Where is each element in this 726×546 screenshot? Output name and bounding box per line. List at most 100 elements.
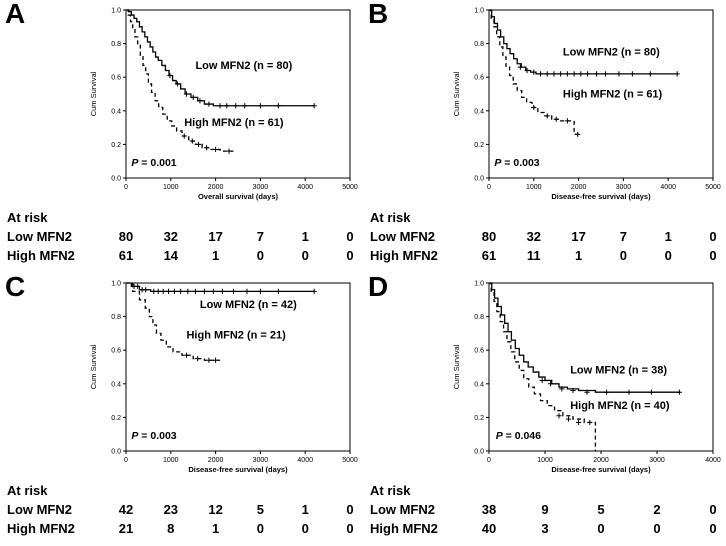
at-risk-count: 61 [481,248,497,263]
censor-mark [551,71,557,77]
censor-mark [167,72,173,79]
censor-mark [539,377,545,384]
panel-letter: B [368,0,389,29]
curve-label: Low MFN2 (n = 80) [563,46,660,58]
series-high-mfn2 [489,282,597,451]
censor-mark [206,357,212,363]
series-high-mfn2 [489,9,581,135]
y-axis-label: Cum Survival [89,71,98,116]
censor-mark [616,71,622,77]
censor-mark [544,71,550,77]
censor-mark [275,103,281,109]
at-risk-row: Low MFN2 38 9 5 2 0 [363,502,726,520]
censor-mark [195,141,202,147]
y-tick-label: 0.4 [111,108,121,115]
censor-mark [544,113,550,119]
plot-frame [125,282,351,452]
at-risk-row: Low MFN2 42 23 12 5 1 0 [0,502,363,520]
at-risk-row-label: Low MFN2 [370,229,435,244]
p-value: P = 0.001 [131,157,176,169]
censor-mark [213,146,219,153]
x-tick-label: 0 [487,184,491,191]
at-risk-count: 0 [653,521,661,536]
curve-label: Low MFN2 (n = 80) [195,60,292,72]
at-risk-count: 5 [597,502,605,517]
y-tick-label: 0.0 [474,449,484,456]
censor-mark [244,288,250,294]
at-risk-count: 61 [118,248,134,263]
censor-mark [143,287,149,293]
x-tick-label: 1000 [163,184,179,191]
censor-mark [189,138,195,144]
censor-mark [197,98,203,104]
series-high-mfn2 [126,282,221,361]
at-risk-row: High MFN2 40 3 0 0 0 [363,521,726,539]
y-axis-label: Cum Survival [89,344,98,389]
at-risk-title: At risk [370,210,411,225]
censor-mark [195,356,201,362]
censor-mark [517,64,523,70]
censor-mark [311,288,317,294]
censor-mark [647,71,653,77]
y-tick-label: 1.0 [111,8,121,15]
censor-mark [201,288,207,294]
y-tick-label: 0.0 [111,449,121,456]
censor-mark [564,71,570,77]
at-risk-count: 7 [256,229,265,244]
km-panel-a: A 0.0 0.2 0.4 0.6 0.8 1.0 0 1000 2000 3000 4000 500… [0,0,363,273]
censor-mark [311,103,317,109]
at-risk-row-label: Low MFN2 [7,229,72,244]
y-tick-label: 0.6 [474,75,484,82]
at-risk-count: 12 [208,502,223,517]
series-low-mfn2 [126,9,315,107]
at-risk-count: 17 [571,229,586,244]
x-tick-label: 0 [487,457,491,464]
p-value: P = 0.003 [494,157,539,169]
at-risk-row: Low MFN2 80 32 17 7 1 0 [0,229,363,247]
censor-mark [648,389,654,395]
x-tick-label: 0 [124,184,128,191]
censor-mark [587,419,593,426]
x-tick-label: 3000 [253,457,269,464]
censor-mark [192,288,199,294]
x-tick-label: 2000 [208,184,224,191]
y-tick-label: 0.8 [474,314,484,321]
y-tick-label: 0.8 [111,314,121,321]
at-risk-count: 17 [208,229,223,244]
at-risk-row-label: High MFN2 [7,248,75,263]
censor-mark [275,288,281,294]
at-risk-row-label: High MFN2 [7,521,75,536]
censor-mark [171,288,177,294]
y-tick-label: 0.8 [474,41,484,48]
censor-mark [564,118,570,124]
censor-mark [676,389,682,395]
censor-mark [233,103,239,109]
series-low-mfn2 [489,282,680,393]
censor-mark [217,103,223,109]
at-risk-count: 1 [301,229,309,244]
censor-mark [593,71,600,77]
km-plot: 0.0 0.2 0.4 0.6 0.8 1.0 0 1000 2000 3000 4000 Disea… [452,281,721,475]
panel-letter: C [5,271,26,302]
at-risk-count: 32 [526,229,542,244]
y-tick-label: 0.6 [111,75,121,82]
at-risk-row-label: High MFN2 [370,248,438,263]
censor-mark [242,103,248,109]
y-tick-label: 0.6 [474,348,484,355]
y-tick-label: 0.2 [474,415,484,422]
curve-label: High MFN2 (n = 21) [186,329,286,341]
censor-mark [183,91,190,97]
at-risk-count: 2 [653,502,661,517]
y-tick-label: 0.2 [111,142,121,149]
x-tick-label: 2000 [593,457,609,464]
censor-mark [230,288,237,294]
censor-mark [183,352,190,358]
at-risk-count: 1 [211,248,220,263]
censor-mark [548,381,554,387]
x-tick-label: 1000 [537,457,553,464]
censor-mark [556,413,562,419]
at-risk-count: 0 [709,502,717,517]
y-tick-label: 0.4 [474,381,484,388]
panel-letter: D [368,271,389,302]
